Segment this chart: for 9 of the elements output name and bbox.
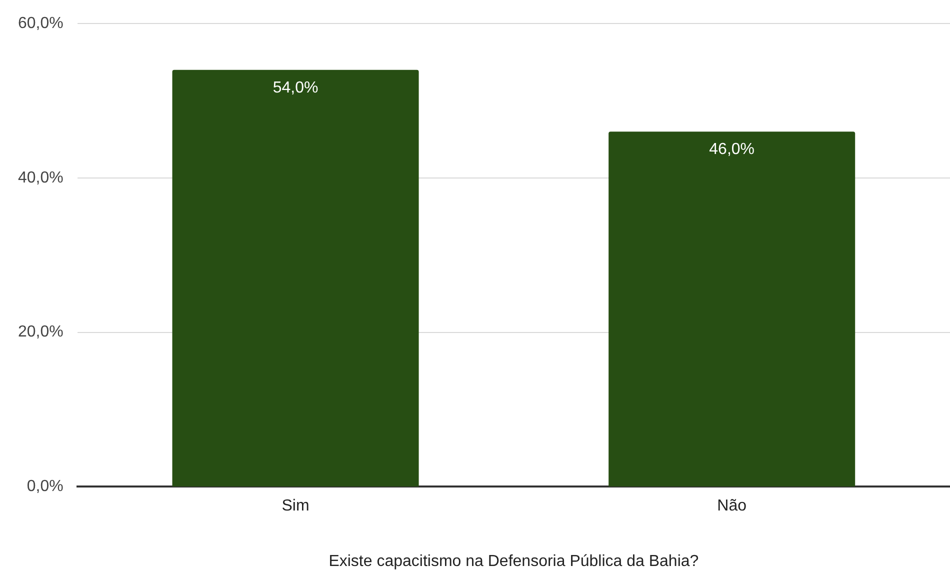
x-tick-label: Sim (282, 498, 310, 515)
y-tick-label: 40,0% (18, 169, 64, 186)
y-tick-label: 20,0% (18, 324, 64, 341)
y-tick-label: 0,0% (26, 478, 64, 496)
x-tick-label: Não (717, 498, 747, 515)
x-axis-title: Existe capacitismo na Defensoria Pública da Bahia? (328, 552, 699, 570)
data-label: 46,0% (709, 141, 755, 158)
y-tick-label: 60,0% (18, 15, 64, 32)
data-label: 54,0% (272, 79, 318, 96)
